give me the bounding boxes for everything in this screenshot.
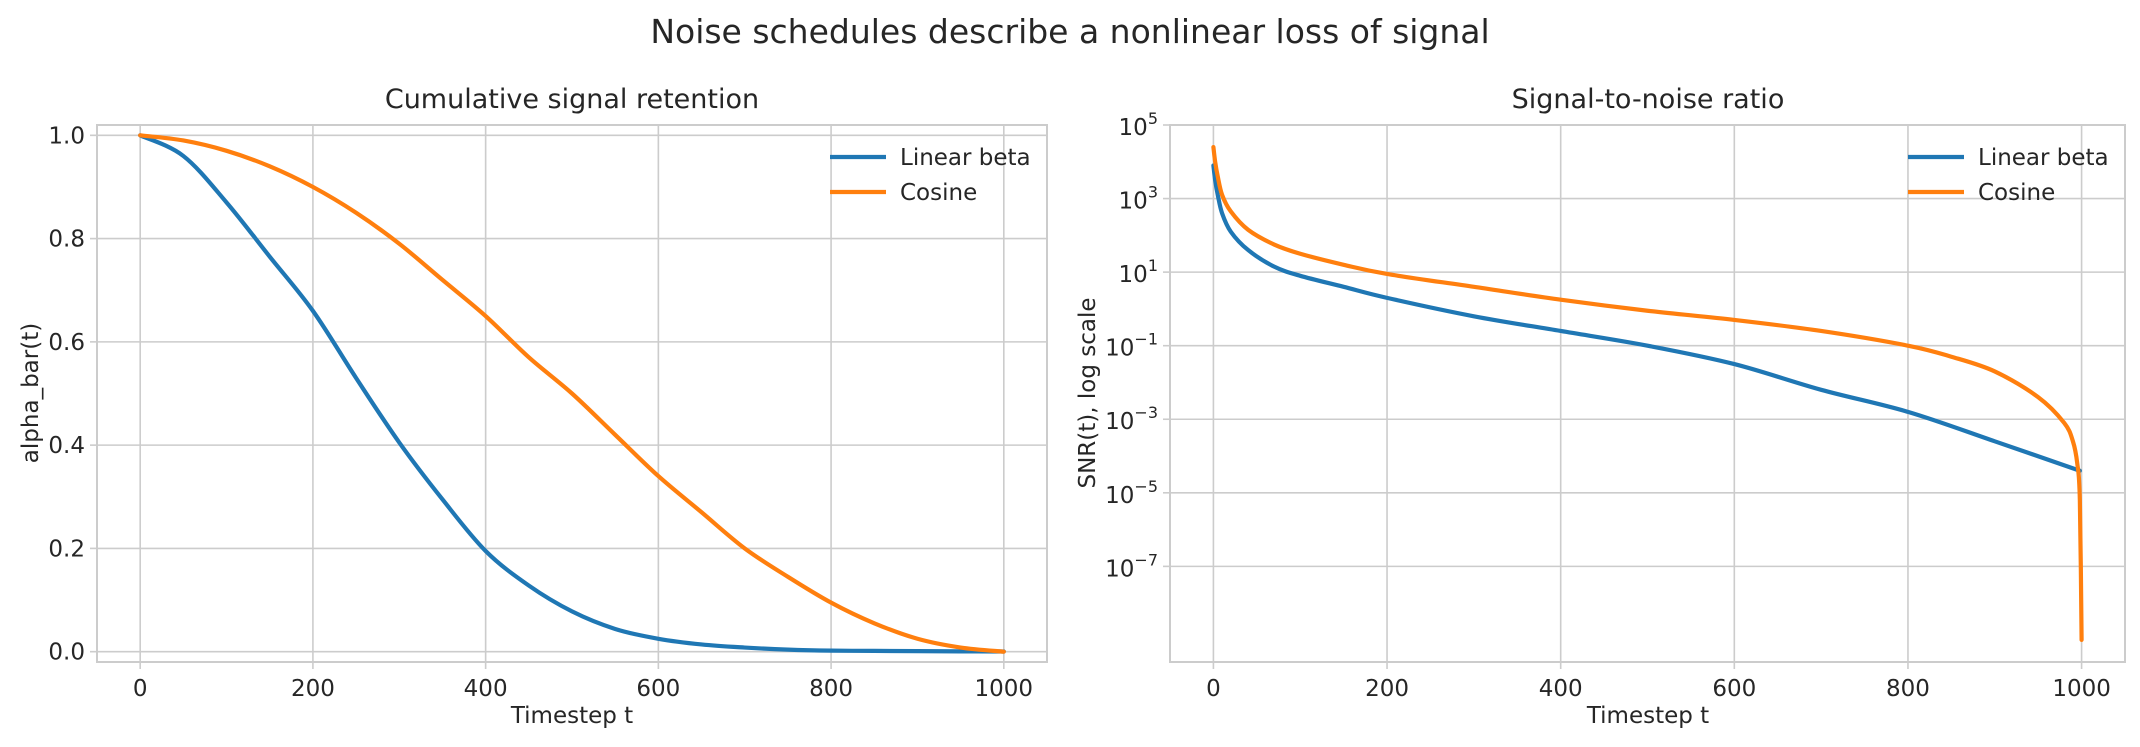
x-tick-label: 800 xyxy=(809,676,853,702)
y-tick-label: 10−3 xyxy=(1105,403,1158,435)
y-tick-label: 1.0 xyxy=(48,123,85,149)
legend-label-cosine: Cosine xyxy=(1978,180,2055,206)
x-tick-label: 1000 xyxy=(2052,676,2111,702)
plot-title-snr: Signal-to-noise ratio xyxy=(1512,84,1785,115)
legend-alpha-bar: Linear beta Cosine xyxy=(830,145,1031,206)
y-tick-label: 0.2 xyxy=(48,536,85,562)
y-tick-label: 103 xyxy=(1119,183,1158,215)
y-axis-label-snr: SNR(t), log scale xyxy=(1075,297,1101,488)
x-tick-label: 200 xyxy=(1365,676,1409,702)
x-tick-label: 200 xyxy=(291,676,335,702)
series-line-cosine-snr xyxy=(1211,144,2084,643)
y-tick-label: 10−1 xyxy=(1105,330,1158,362)
x-axis-label-snr: Timestep t xyxy=(1586,703,1709,729)
series-line-cosine-alpha-bar xyxy=(138,133,1006,654)
y-tick-label: 0.8 xyxy=(48,227,85,253)
plot-alpha-bar: Cumulative signal retention 0 200 400 600 80… xyxy=(18,84,1048,729)
x-tick-label: 400 xyxy=(1539,676,1583,702)
y-tick-label: 0.4 xyxy=(48,433,85,459)
legend-snr: Linear beta Cosine xyxy=(1908,145,2109,206)
y-tick-label: 105 xyxy=(1119,109,1158,141)
y-axis-label-alpha-bar: alpha_bar(t) xyxy=(18,323,44,463)
y-tick-label: 10−7 xyxy=(1105,550,1158,582)
plot-title-alpha-bar: Cumulative signal retention xyxy=(385,84,759,115)
x-tick-label: 0 xyxy=(1206,676,1221,702)
x-tick-label: 400 xyxy=(464,676,508,702)
y-tick-label: 0.0 xyxy=(48,640,85,666)
y-tick-label: 0.6 xyxy=(48,330,85,356)
plot-frame-snr xyxy=(1169,124,2126,663)
y-tick-label: 10−5 xyxy=(1105,477,1158,509)
figure-title: Noise schedules describe a nonlinear los… xyxy=(650,12,1489,51)
x-tick-label: 600 xyxy=(636,676,680,702)
x-tick-label: 600 xyxy=(1712,676,1756,702)
x-tick-label: 800 xyxy=(1886,676,1930,702)
legend-label-linear: Linear beta xyxy=(1978,145,2109,171)
series-line-linear-snr xyxy=(1211,163,2082,473)
series-line-linear-alpha-bar xyxy=(138,133,1006,654)
plot-frame-alpha-bar xyxy=(96,124,1048,663)
plot-snr: Signal-to-noise ratio 0 200 400 600 800 1000 1… xyxy=(1075,84,2126,729)
x-tick-label: 0 xyxy=(133,676,148,702)
y-tick-label: 101 xyxy=(1119,256,1158,288)
legend-label-cosine: Cosine xyxy=(900,180,977,206)
legend-label-linear: Linear beta xyxy=(900,145,1031,171)
x-axis-label-alpha-bar: Timestep t xyxy=(510,703,633,729)
x-tick-label: 1000 xyxy=(975,676,1034,702)
